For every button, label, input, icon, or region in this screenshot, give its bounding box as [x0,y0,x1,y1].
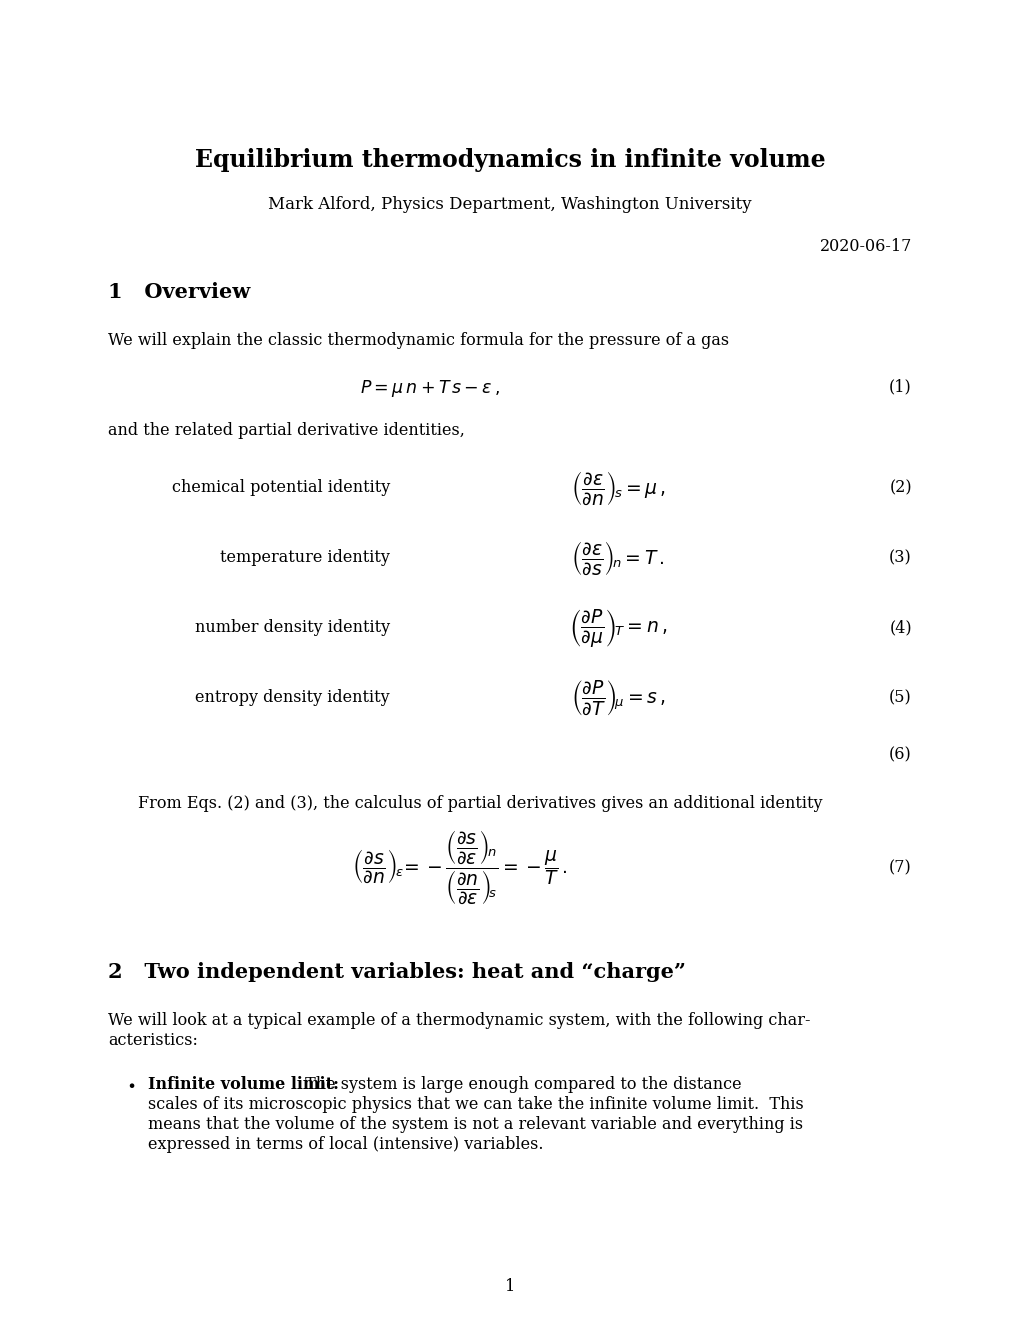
Text: expressed in terms of local (intensive) variables.: expressed in terms of local (intensive) … [148,1137,543,1152]
Text: 2020-06-17: 2020-06-17 [819,238,911,255]
Text: (6): (6) [889,747,911,763]
Text: (4): (4) [889,619,911,636]
Text: means that the volume of the system is not a relevant variable and everything is: means that the volume of the system is n… [148,1115,802,1133]
Text: $\left(\dfrac{\partial s}{\partial n}\right)_{\!\varepsilon}\! = -\dfrac{\left(\: $\left(\dfrac{\partial s}{\partial n}\ri… [352,829,568,907]
Text: From Eqs. (2) and (3), the calculus of partial derivatives gives an additional i: From Eqs. (2) and (3), the calculus of p… [138,795,821,812]
Text: $\left(\dfrac{\partial P}{\partial T}\right)_{\!\mu} = s\,,$: $\left(\dfrac{\partial P}{\partial T}\ri… [570,678,664,717]
Text: Infinite volume limit:: Infinite volume limit: [148,1076,338,1093]
Text: We will explain the classic thermodynamic formula for the pressure of a gas: We will explain the classic thermodynami… [108,333,729,348]
Text: scales of its microscopic physics that we can take the infinite volume limit.  T: scales of its microscopic physics that w… [148,1096,803,1113]
Text: 1: 1 [504,1278,515,1295]
Text: temperature identity: temperature identity [220,549,389,566]
Text: $\left(\dfrac{\partial P}{\partial \mu}\right)_{\!T} = n\,,$: $\left(\dfrac{\partial P}{\partial \mu}\… [569,607,666,649]
Text: (5): (5) [889,689,911,706]
Text: number density identity: number density identity [195,619,389,636]
Text: Equilibrium thermodynamics in infinite volume: Equilibrium thermodynamics in infinite v… [195,148,824,172]
Text: (3): (3) [889,549,911,566]
Text: chemical potential identity: chemical potential identity [171,479,389,496]
Text: (7): (7) [889,859,911,876]
Text: $\bullet$: $\bullet$ [126,1076,136,1093]
Text: $P = \mu\, n + T\, s - \varepsilon\,,$: $P = \mu\, n + T\, s - \varepsilon\,,$ [360,378,499,399]
Text: (2): (2) [889,479,911,496]
Text: 2   Two independent variables: heat and “charge”: 2 Two independent variables: heat and “c… [108,962,686,982]
Text: $\left(\dfrac{\partial\varepsilon}{\partial s}\right)_{\!n} = T\,.$: $\left(\dfrac{\partial\varepsilon}{\part… [571,540,664,577]
Text: 1   Overview: 1 Overview [108,282,250,302]
Text: The system is large enough compared to the distance: The system is large enough compared to t… [300,1076,741,1093]
Text: acteristics:: acteristics: [108,1032,198,1049]
Text: Mark Alford, Physics Department, Washington University: Mark Alford, Physics Department, Washing… [268,195,751,213]
Text: We will look at a typical example of a thermodynamic system, with the following : We will look at a typical example of a t… [108,1012,810,1030]
Text: $\left(\dfrac{\partial\varepsilon}{\partial n}\right)_{\!s} = \mu\,,$: $\left(\dfrac{\partial\varepsilon}{\part… [571,470,664,507]
Text: entropy density identity: entropy density identity [196,689,389,706]
Text: and the related partial derivative identities,: and the related partial derivative ident… [108,422,465,440]
Text: (1): (1) [889,378,911,395]
